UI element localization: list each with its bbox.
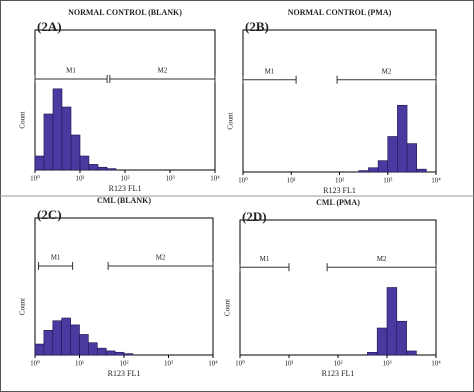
gate-label: M2 xyxy=(156,254,166,262)
x-axis-label: R123 FL1 xyxy=(109,184,142,193)
x-tick-label: 10¹ xyxy=(75,175,84,183)
histogram-bar xyxy=(97,166,108,171)
x-tick-label: 10⁴ xyxy=(210,175,220,183)
x-tick-label: 10⁴ xyxy=(208,360,218,368)
x-axis-label: R123 FL1 xyxy=(322,369,355,378)
gate-label: M1 xyxy=(265,67,275,75)
histogram-bar xyxy=(88,164,99,171)
histogram-bar xyxy=(61,317,71,356)
x-tick-label: 10² xyxy=(119,360,128,368)
y-axis-label: Count xyxy=(19,111,27,128)
histogram-bar xyxy=(52,88,63,171)
histogram-bar xyxy=(114,351,125,356)
histogram-bar xyxy=(123,353,134,356)
panel-label: (2A) xyxy=(37,19,62,34)
histogram-bar xyxy=(70,134,81,171)
x-tick-label: 10³ xyxy=(165,175,174,183)
chart-title: CML (BLANK) xyxy=(97,196,151,205)
x-tick-label: 10¹ xyxy=(75,360,84,368)
x-tick-label: 10³ xyxy=(383,177,392,185)
y-axis-label: Count xyxy=(224,299,232,316)
histogram-bar xyxy=(368,167,379,173)
panel-label: (2B) xyxy=(245,19,269,34)
x-axis-label: R123 FL1 xyxy=(323,186,356,195)
histogram-bar xyxy=(106,168,117,171)
histogram-bar xyxy=(406,143,417,173)
x-tick-label: 10² xyxy=(333,360,342,368)
x-tick-label: 10¹ xyxy=(284,360,293,368)
histogram-bar xyxy=(43,330,54,356)
histogram-bar xyxy=(88,342,98,356)
chart-title: CML (PMA) xyxy=(316,198,360,207)
x-tick-label: 10³ xyxy=(382,360,391,368)
histogram-bar xyxy=(70,324,80,356)
histogram-bar xyxy=(406,350,417,356)
histogram-bar xyxy=(367,351,378,356)
x-tick-label: 10² xyxy=(120,175,129,183)
gate-label: M1 xyxy=(260,255,270,263)
x-tick-label: 10² xyxy=(335,177,344,185)
gate-label: M2 xyxy=(382,67,392,75)
x-tick-label: 10¹ xyxy=(287,177,296,185)
gate-label: M1 xyxy=(66,67,76,75)
x-tick-label: 10⁰ xyxy=(30,175,40,183)
gate-label: M1 xyxy=(51,254,61,262)
chart-title: NORMAL CONTROL (BLANK) xyxy=(68,8,182,17)
y-axis-label: Count xyxy=(19,298,27,315)
x-tick-label: 10⁰ xyxy=(30,360,40,368)
histogram-bar xyxy=(377,160,389,173)
histogram-bar xyxy=(105,350,116,356)
panel-label: (2D) xyxy=(242,209,267,224)
histogram-bar xyxy=(397,104,408,173)
x-tick-label: 10⁰ xyxy=(238,177,248,185)
histogram-bar xyxy=(416,168,427,173)
x-tick-label: 10³ xyxy=(164,360,173,368)
histogram-bar xyxy=(34,155,45,171)
x-tick-label: 10⁰ xyxy=(235,360,245,368)
histogram-bar xyxy=(386,287,398,356)
x-tick-label: 10⁴ xyxy=(431,177,441,185)
histogram-bar xyxy=(61,106,72,171)
chart-title: NORMAL CONTROL (PMA) xyxy=(288,8,392,17)
gate-label: M2 xyxy=(158,67,168,75)
x-axis-label: R123 FL1 xyxy=(108,369,141,378)
panel-label: (2C) xyxy=(37,207,62,222)
histogram-bar xyxy=(79,334,89,356)
histogram-bar xyxy=(387,136,398,173)
y-axis-label: Count xyxy=(227,112,235,129)
histogram-bar xyxy=(396,320,407,356)
histogram-bar xyxy=(43,113,54,171)
histogram-bar xyxy=(96,347,107,356)
histogram-bar xyxy=(79,155,90,171)
gate-label: M2 xyxy=(377,255,387,263)
x-tick-label: 10⁴ xyxy=(431,360,441,368)
histogram-bar xyxy=(376,327,388,356)
histogram-bar xyxy=(34,343,45,356)
histogram-bar xyxy=(358,170,369,173)
histogram-bar xyxy=(52,320,62,356)
